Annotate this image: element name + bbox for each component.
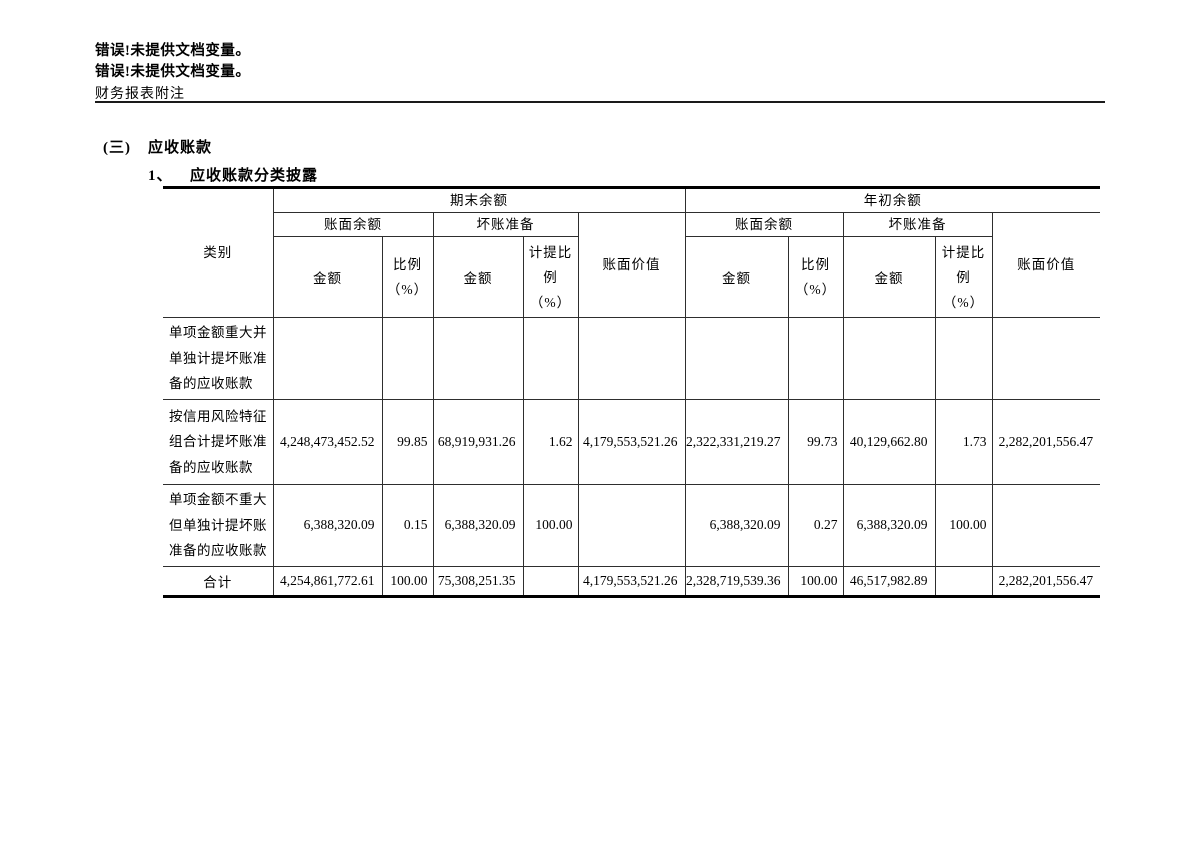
col-header-ratio: 比例 （%）: [787, 236, 844, 318]
table-cell: 4,179,553,521.26: [577, 399, 686, 485]
table-cell: [934, 317, 993, 400]
table-cell: 99.73: [787, 399, 844, 485]
col-header-amount: 金额: [273, 236, 383, 318]
table-cell: 4,179,553,521.26: [577, 565, 686, 597]
document-subtitle: 财务报表附注: [95, 87, 185, 102]
table-cell: 2,282,201,556.47: [991, 565, 1101, 597]
table-cell: 100.00: [381, 565, 434, 597]
section-number: (三): [103, 140, 131, 156]
table-cell: 6,388,320.09: [432, 484, 524, 567]
table-cell: 6,388,320.09: [272, 484, 383, 567]
table-cell: 6,388,320.09: [842, 484, 936, 567]
table-cell: 100.00: [522, 484, 579, 567]
col-header-amount: 金额: [432, 236, 524, 318]
table-cell: [432, 317, 524, 400]
col-header-bad-debt-provision: 坏账准备: [432, 212, 579, 237]
subsection-number: 1、: [148, 168, 173, 184]
table-cell: 1.62: [522, 399, 579, 485]
table-cell: 4,248,473,452.52: [272, 399, 383, 485]
table-cell: 6,388,320.09: [684, 484, 789, 567]
table-cell: [934, 565, 993, 597]
row-label-cell: 按信用风险特征组合计提坏账准备的应收账款: [163, 399, 274, 485]
table-row: 单项金额重大并单独计提坏账准备的应收账款: [163, 317, 1101, 400]
receivables-classification-table: 类别 期末余额 年初余额 账面余额 坏账准备 账面价值 账面余额 坏账准备 账面…: [163, 186, 1101, 598]
table-cell: 40,129,662.80: [842, 399, 936, 485]
table-cell: [842, 317, 936, 400]
doc-variable-error-line: 错误!未提供文档变量。: [95, 64, 251, 80]
col-group-year-begin: 年初余额: [684, 187, 1101, 213]
table-cell: [522, 565, 579, 597]
document-header: 错误!未提供文档变量。 错误!未提供文档变量。 财务报表附注: [95, 41, 250, 105]
table-cell: 99.85: [381, 399, 434, 485]
col-header-provision-ratio: 计提比 例 （%）: [522, 236, 579, 318]
table-cell: [577, 484, 686, 567]
col-header-amount: 金额: [684, 236, 789, 318]
table-cell: 100.00: [934, 484, 993, 567]
total-label-cell: 合计: [163, 565, 274, 597]
row-label-cell: 单项金额不重大但单独计提坏账准备的应收账款: [163, 484, 274, 567]
table-cell: 46,517,982.89: [842, 565, 936, 597]
col-header-book-value: 账面价值: [991, 212, 1101, 318]
col-header-provision-ratio: 计提比 例 （%）: [934, 236, 993, 318]
table-row: 按信用风险特征组合计提坏账准备的应收账款 4,248,473,452.52 99…: [163, 399, 1101, 485]
header-rule: [95, 101, 1105, 103]
table-row: 单项金额不重大但单独计提坏账准备的应收账款 6,388,320.09 0.15 …: [163, 484, 1101, 567]
table-cell: [991, 484, 1101, 567]
table-cell: [787, 317, 844, 400]
table-cell: 0.15: [381, 484, 434, 567]
table-cell: [381, 317, 434, 400]
table-cell: 2,328,719,539.36: [684, 565, 789, 597]
col-header-category: 类别: [163, 187, 274, 318]
table-total-row: 合计 4,254,861,772.61 100.00 75,308,251.35…: [163, 565, 1101, 597]
table-cell: 68,919,931.26: [432, 399, 524, 485]
table-cell: 0.27: [787, 484, 844, 567]
table-cell: 2,322,331,219.27: [684, 399, 789, 485]
col-group-period-end: 期末余额: [272, 187, 686, 213]
col-header-book-value: 账面价值: [577, 212, 686, 318]
section-title: 应收账款: [148, 140, 213, 156]
table-cell: 2,282,201,556.47: [991, 399, 1101, 485]
table-cell: 100.00: [787, 565, 844, 597]
table-cell: 1.73: [934, 399, 993, 485]
row-label-cell: 单项金额重大并单独计提坏账准备的应收账款: [163, 317, 274, 400]
col-header-bad-debt-provision: 坏账准备: [842, 212, 993, 237]
table-cell: [684, 317, 789, 400]
doc-variable-error-line: 错误!未提供文档变量。: [95, 43, 251, 59]
col-header-book-balance: 账面余额: [273, 212, 434, 237]
col-header-ratio: 比例 （%）: [381, 236, 434, 318]
subsection-title: 应收账款分类披露: [190, 168, 319, 184]
table-cell: 75,308,251.35: [432, 565, 524, 597]
table-cell: 4,254,861,772.61: [272, 565, 383, 597]
col-header-amount: 金额: [842, 236, 936, 318]
col-header-book-balance: 账面余额: [684, 212, 844, 237]
table-cell: [577, 317, 686, 400]
table-cell: [522, 317, 579, 400]
table-cell: [991, 317, 1101, 400]
table-cell: [272, 317, 383, 400]
